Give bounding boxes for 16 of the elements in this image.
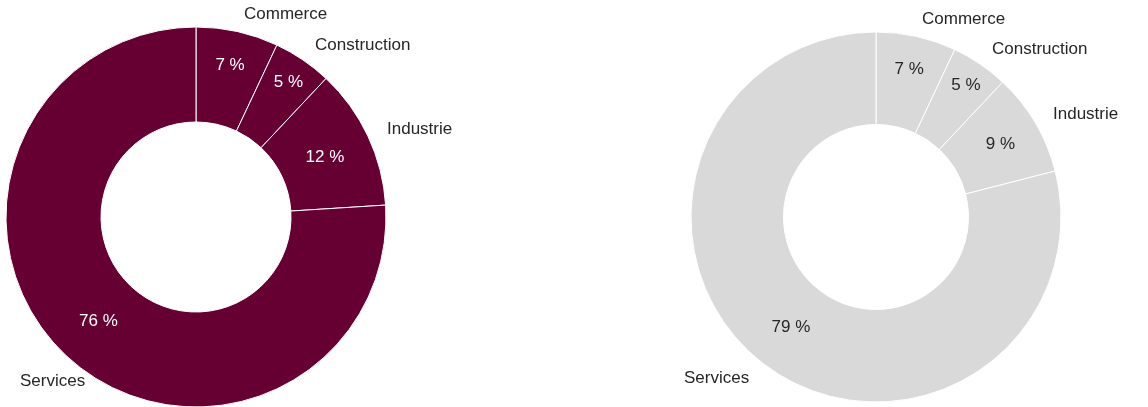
data-label: 79 % <box>771 317 811 337</box>
data-label: 7 % <box>894 59 924 79</box>
data-label: 76 % <box>79 311 118 331</box>
slice-label: Commerce <box>922 9 1006 28</box>
slice-label: Construction <box>315 35 411 54</box>
slice-label: Construction <box>992 39 1088 58</box>
data-label: 5 % <box>273 71 303 91</box>
data-label: 9 % <box>985 133 1016 153</box>
data-label: 5 % <box>951 75 981 95</box>
data-label: 12 % <box>305 146 345 166</box>
slice-label: Industrie <box>387 119 453 138</box>
data-label: 7 % <box>215 55 245 75</box>
slice-label: Services <box>20 371 86 390</box>
slice-label: Commerce <box>244 4 328 23</box>
slice-label: Services <box>684 368 750 387</box>
slice-label: Industrie <box>1053 104 1119 123</box>
